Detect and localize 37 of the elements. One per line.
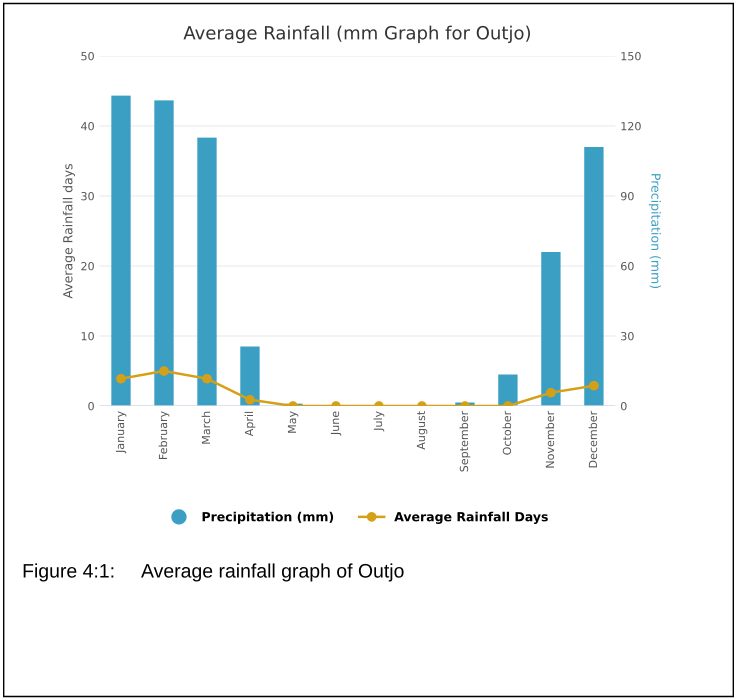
x-tick-label: September	[460, 410, 470, 472]
x-tick-label: March	[202, 412, 210, 444]
x-tick-label: April	[244, 412, 256, 436]
y2-tick-label: 90	[620, 192, 634, 200]
y-tick-label: 10	[82, 332, 94, 340]
x-tick-label: January	[116, 411, 126, 454]
y2-tick-label: 120	[621, 122, 641, 130]
y-tick-label: 0	[88, 402, 94, 410]
chart-title: Average Rainfall (mm Graph for Outjo)	[183, 26, 530, 44]
y2-tick-label: 150	[621, 52, 641, 60]
y2-tick-label: 60	[621, 262, 634, 270]
y-tick-label: 40	[81, 122, 94, 130]
x-tick-label: February	[158, 411, 170, 460]
legend-label: Average Rainfall Days	[394, 512, 548, 524]
x-tick-label: June	[330, 411, 342, 436]
caption: Figure 4:1: Average rainfall graph of Outjo	[24, 563, 404, 582]
y-axis-title: Average Rainfall days	[62, 164, 75, 299]
bar	[111, 96, 131, 406]
x-tick-label: July	[374, 411, 384, 432]
x-tick-label: November	[546, 410, 554, 468]
bar	[240, 346, 260, 406]
x-tick-label: October	[502, 410, 512, 455]
x-tick-label: May	[288, 411, 298, 433]
y-tick-label: 30	[81, 192, 94, 200]
bar	[154, 100, 174, 406]
legend-label: Precipitation (mm)	[202, 512, 334, 524]
y-tick-label: 20	[81, 262, 94, 270]
x-tick-label: August	[416, 411, 428, 450]
bar	[197, 138, 217, 406]
bar	[541, 252, 561, 406]
bar	[498, 374, 518, 406]
y2-axis-title: Precipitation (mm)	[648, 174, 661, 288]
y2-tick-label: 30	[621, 332, 634, 340]
bar	[584, 147, 604, 406]
x-tick-label: December	[588, 410, 598, 468]
y-tick-label: 50	[81, 52, 94, 60]
y2-tick-label: 0	[620, 402, 627, 410]
